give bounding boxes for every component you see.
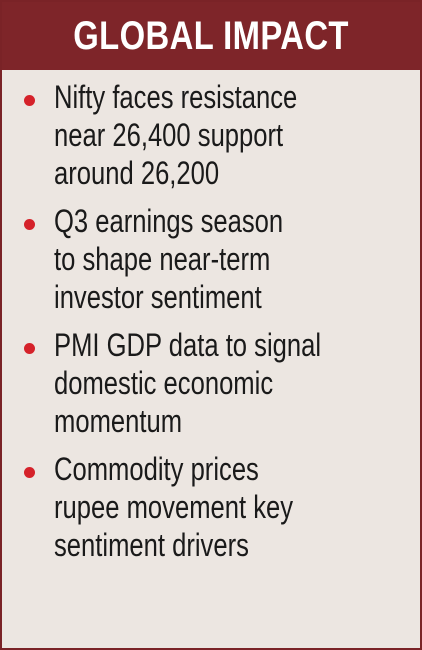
list-item-line: Q3 earnings season	[54, 203, 284, 239]
bullet-dot-icon	[24, 95, 35, 106]
list-item-line: rupee movement key	[54, 489, 294, 525]
header-title: GLOBAL IMPACT	[73, 13, 349, 58]
list-item: Nifty faces resistance near 26,400 suppo…	[2, 78, 420, 192]
list-item-line: around 26,200	[54, 155, 220, 191]
list-item: Commodity prices rupee movement key sent…	[2, 450, 420, 564]
list-item-line: investor sentiment	[54, 279, 262, 315]
list-item-line: PMI GDP data to signal	[54, 327, 322, 363]
list-item-line: Commodity prices	[54, 451, 259, 487]
list-item-line: to shape near-term	[54, 241, 271, 277]
list-item-line: momentum	[54, 403, 183, 439]
bullet-dot-icon	[24, 343, 35, 354]
bullet-list: Nifty faces resistance near 26,400 suppo…	[2, 78, 420, 574]
list-item-line: domestic economic	[54, 365, 274, 401]
list-item-text: Nifty faces resistance near 26,400 suppo…	[54, 78, 414, 192]
bullet-dot-icon	[24, 219, 35, 230]
list-item-line: sentiment drivers	[54, 527, 249, 563]
bullet-dot-icon	[24, 467, 35, 478]
list-item-text: Q3 earnings season to shape near-term in…	[54, 202, 414, 316]
list-item: Q3 earnings season to shape near-term in…	[2, 202, 420, 316]
list-item-text: PMI GDP data to signal domestic economic…	[54, 326, 414, 440]
header-bar: GLOBAL IMPACT	[2, 2, 420, 70]
list-item-text: Commodity prices rupee movement key sent…	[54, 450, 414, 564]
list-item: PMI GDP data to signal domestic economic…	[2, 326, 420, 440]
list-item-line: near 26,400 support	[54, 117, 284, 153]
list-item-line: Nifty faces resistance	[54, 79, 298, 115]
